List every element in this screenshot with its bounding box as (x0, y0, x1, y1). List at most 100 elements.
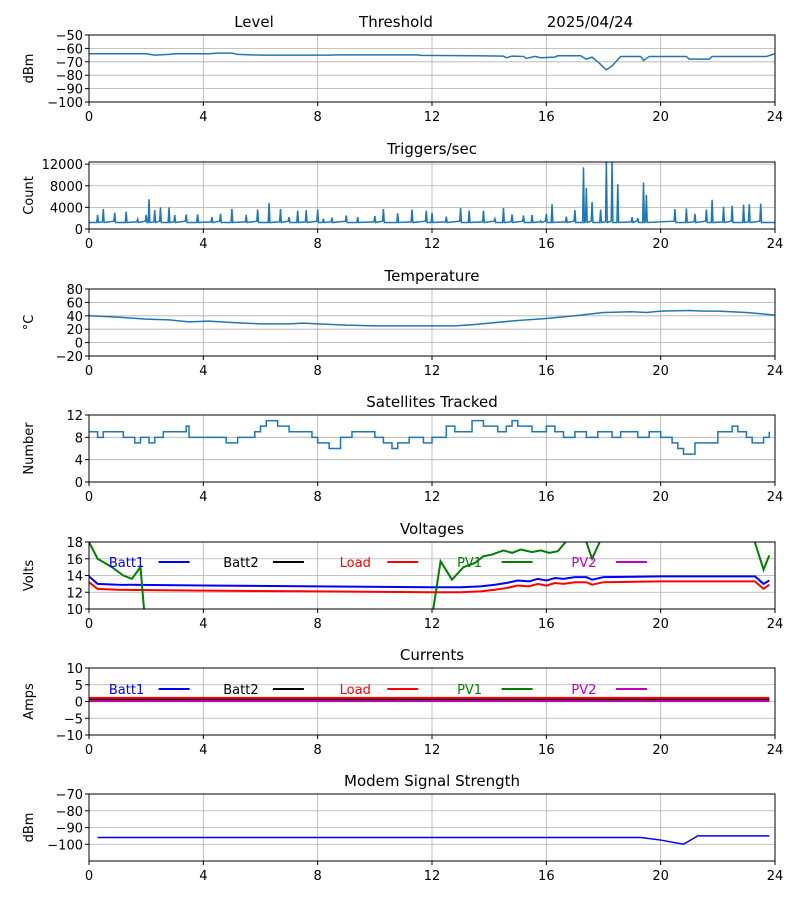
x-tick-label: 12 (424, 237, 441, 252)
y-tick-label: −5 (64, 712, 83, 727)
y-axis-label: Number (22, 422, 37, 475)
x-tick-label: 12 (424, 364, 441, 379)
y-tick-label: 12 (66, 586, 83, 601)
x-tick-label: 0 (85, 869, 93, 884)
y-tick-label: 20 (66, 323, 83, 338)
x-tick-label: 8 (314, 743, 322, 758)
legend-label-load: Load (340, 556, 371, 571)
series-line-level (89, 52, 775, 71)
x-tick-label: 24 (767, 743, 784, 758)
x-tick-label: 8 (314, 364, 322, 379)
y-tick-label: −80 (56, 69, 83, 84)
subplot-title: Temperature (383, 267, 479, 285)
x-tick-label: 4 (199, 364, 207, 379)
y-tick-label: 12000 (42, 158, 83, 173)
x-tick-label: 4 (199, 110, 207, 125)
y-tick-label: 8 (75, 431, 83, 446)
header-date: 2025/04/24 (547, 13, 633, 31)
y-axis-label: dBm (22, 813, 37, 843)
series-line-modem (97, 835, 770, 846)
y-tick-label: 12 (66, 409, 83, 424)
y-tick-label: 16 (66, 553, 83, 568)
y-tick-label: −100 (47, 96, 83, 111)
x-tick-label: 20 (652, 617, 669, 632)
x-tick-label: 0 (85, 743, 93, 758)
y-tick-label: 18 (66, 536, 83, 551)
x-tick-label: 8 (314, 617, 322, 632)
legend-label-load: Load (340, 683, 371, 698)
series-group (97, 835, 770, 846)
x-tick-label: 0 (85, 110, 93, 125)
y-tick-label: 40 (66, 310, 83, 325)
x-tick-label: 4 (199, 869, 207, 884)
x-tick-label: 16 (538, 364, 555, 379)
series-line-batt1 (89, 575, 770, 589)
x-tick-label: 4 (199, 490, 207, 505)
subplot-title: Satellites Tracked (366, 393, 497, 411)
y-tick-label: 0 (75, 337, 83, 352)
series-group (89, 52, 775, 71)
x-tick-label: 16 (538, 869, 555, 884)
legend-label-batt2: Batt2 (223, 556, 258, 571)
y-tick-label: −90 (56, 83, 83, 98)
x-tick-label: 24 (767, 617, 784, 632)
x-tick-label: 12 (424, 110, 441, 125)
y-tick-label: 0 (75, 476, 83, 491)
axes-frame (88, 414, 776, 483)
x-tick-label: 24 (767, 364, 784, 379)
x-tick-label: 4 (199, 237, 207, 252)
series-line-load (89, 580, 770, 594)
axes-frame (88, 667, 776, 736)
series-line-temperature (89, 309, 775, 327)
y-axis-label: °C (22, 315, 37, 331)
series-group (89, 696, 770, 703)
y-tick-label: 60 (66, 296, 83, 311)
y-tick-label: −100 (47, 838, 83, 853)
y-tick-label: −80 (56, 805, 83, 820)
y-tick-label: 4 (75, 454, 83, 469)
header-threshold: Threshold (358, 13, 433, 31)
axes-frame (88, 34, 776, 103)
x-tick-label: 20 (652, 743, 669, 758)
y-tick-label: −70 (56, 788, 83, 803)
series-line-pv1 (89, 542, 771, 609)
y-tick-label: 0 (75, 223, 83, 238)
legend-label-batt1: Batt1 (109, 683, 144, 698)
y-axis-label: dBm (22, 54, 37, 84)
x-tick-label: 4 (199, 617, 207, 632)
y-tick-label: 8000 (50, 180, 83, 195)
axes-frame (88, 161, 776, 230)
x-tick-label: 12 (424, 490, 441, 505)
y-tick-label: −20 (56, 350, 83, 365)
legend-label-pv1: PV1 (457, 556, 482, 571)
subplot-6: 0 4 8 12 16 20 24 −100−90 −80 −70 Modem Signal Str… (22, 772, 783, 884)
header-level: Level (234, 13, 274, 31)
x-tick-label: 0 (85, 237, 93, 252)
x-tick-label: 16 (538, 617, 555, 632)
y-axis-label: Amps (22, 683, 37, 720)
y-axis-label: Volts (22, 560, 37, 592)
x-tick-label: 16 (538, 743, 555, 758)
subplot-title: Voltages (400, 520, 464, 538)
x-tick-label: 20 (652, 869, 669, 884)
y-tick-label: −90 (56, 822, 83, 837)
subplot-3: 0 4 8 12 16 20 24 0 4 8 12 Satellites Tracked Number (22, 393, 783, 505)
subplot-title: Triggers/sec (386, 140, 477, 158)
x-tick-label: 24 (767, 237, 784, 252)
x-tick-label: 20 (652, 490, 669, 505)
legend-label-batt2: Batt2 (223, 683, 258, 698)
x-tick-label: 20 (652, 364, 669, 379)
x-tick-label: 0 (85, 490, 93, 505)
series-group (89, 162, 775, 224)
y-tick-label: 4000 (50, 201, 83, 216)
legend-label-batt1: Batt1 (109, 556, 144, 571)
y-tick-label: −70 (56, 56, 83, 71)
x-tick-label: 8 (314, 237, 322, 252)
series-group (89, 419, 771, 455)
x-tick-label: 12 (424, 869, 441, 884)
x-tick-label: 24 (767, 869, 784, 884)
